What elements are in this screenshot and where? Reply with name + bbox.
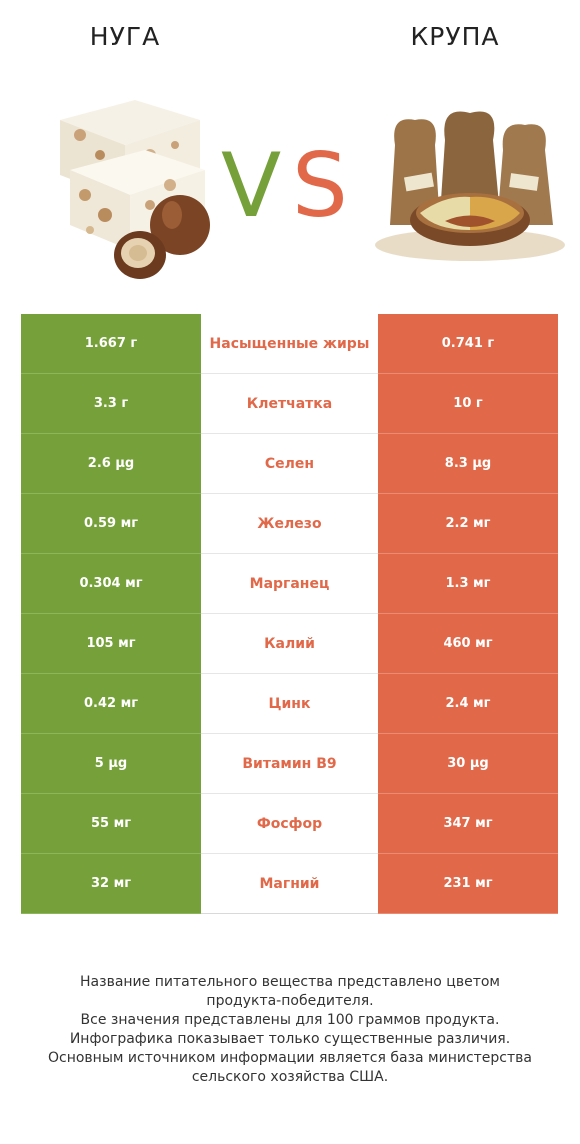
footer-line: Инфографика показывает только существенн… — [69, 1031, 511, 1047]
nutrient-name-cell: Клетчатка — [201, 374, 378, 434]
table-row: 1.667 г Насыщенные жиры 0.741 г — [21, 314, 558, 374]
table-row: 0.42 мг Цинк 2.4 мг — [21, 674, 558, 734]
left-value-cell: 3.3 г — [21, 374, 201, 434]
footer-line: сельского хозяйства США. — [191, 1069, 389, 1085]
table-row: 32 мг Магний 231 мг — [21, 854, 558, 914]
left-value-cell: 32 мг — [21, 854, 201, 914]
nutrient-name-cell: Калий — [201, 614, 378, 674]
right-value-cell: 347 мг — [378, 794, 558, 854]
footer-line: продукта-победителя. — [206, 993, 374, 1009]
right-value-cell: 8.3 µg — [378, 434, 558, 494]
nutrient-name-cell: Селен — [201, 434, 378, 494]
right-value-cell: 0.741 г — [378, 314, 558, 374]
right-value-cell: 2.2 мг — [378, 494, 558, 554]
footer-notes: Название питательного вещества представл… — [20, 973, 560, 1087]
right-value-cell: 30 µg — [378, 734, 558, 794]
table-row: 0.304 мг Марганец 1.3 мг — [21, 554, 558, 614]
left-value-cell: 0.304 мг — [21, 554, 201, 614]
nutrient-name-cell: Фосфор — [201, 794, 378, 854]
table-row: 0.59 мг Железо 2.2 мг — [21, 494, 558, 554]
table-row: 105 мг Калий 460 мг — [21, 614, 558, 674]
vs-label: V S — [221, 134, 348, 237]
left-value-cell: 0.42 мг — [21, 674, 201, 734]
nutrient-name-cell: Магний — [201, 854, 378, 914]
nutrient-name-cell: Витамин B9 — [201, 734, 378, 794]
table-row: 5 µg Витамин B9 30 µg — [21, 734, 558, 794]
left-value-cell: 5 µg — [21, 734, 201, 794]
nougat-hazelnut-image — [60, 100, 210, 279]
left-value-cell: 2.6 µg — [21, 434, 201, 494]
footer-line: Основным источником информации является … — [48, 1050, 532, 1066]
footer-line: Все значения представлены для 100 граммо… — [80, 1012, 500, 1028]
left-value-cell: 55 мг — [21, 794, 201, 854]
left-value-cell: 1.667 г — [21, 314, 201, 374]
table-row: 2.6 µg Селен 8.3 µg — [21, 434, 558, 494]
nutrient-comparison-table: 1.667 г Насыщенные жиры 0.741 г 3.3 г Клетча… — [21, 314, 558, 914]
right-value-cell: 1.3 мг — [378, 554, 558, 614]
right-value-cell: 231 мг — [378, 854, 558, 914]
right-product-title: КРУПА — [410, 22, 500, 51]
right-value-cell: 10 г — [378, 374, 558, 434]
vs-s-letter: S — [292, 134, 348, 237]
nutrient-name-cell: Цинк — [201, 674, 378, 734]
right-value-cell: 2.4 мг — [378, 674, 558, 734]
left-value-cell: 0.59 мг — [21, 494, 201, 554]
table-row: 55 мг Фосфор 347 мг — [21, 794, 558, 854]
right-value-cell: 460 мг — [378, 614, 558, 674]
vs-v-letter: V — [221, 134, 281, 237]
nutrient-name-cell: Марганец — [201, 554, 378, 614]
left-product-title: НУГА — [89, 22, 161, 51]
grain-sacks-bowl-image — [375, 111, 565, 261]
nutrient-name-cell: Насыщенные жиры — [201, 314, 378, 374]
footer-line: Название питательного вещества представл… — [80, 974, 500, 990]
left-value-cell: 105 мг — [21, 614, 201, 674]
table-row: 3.3 г Клетчатка 10 г — [21, 374, 558, 434]
nutrient-name-cell: Железо — [201, 494, 378, 554]
